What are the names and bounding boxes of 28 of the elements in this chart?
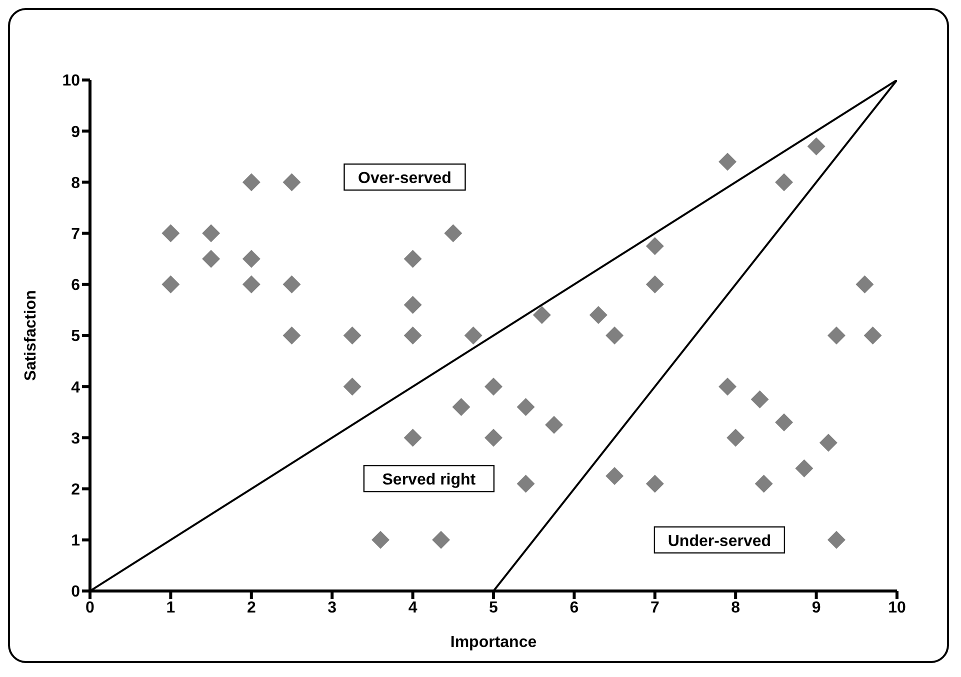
x-tick-label: 2 — [246, 599, 256, 616]
x-axis-title: Importance — [450, 634, 537, 651]
y-tick-label: 2 — [71, 481, 80, 498]
annotation: Over-served — [358, 170, 452, 188]
x-tick-label: 6 — [570, 599, 579, 616]
y-tick-label: 9 — [71, 124, 80, 141]
x-tick-label: 0 — [86, 599, 95, 616]
x-tick-label: 3 — [328, 599, 337, 616]
x-tick-label: 1 — [166, 599, 176, 616]
x-tick-label: 8 — [731, 599, 740, 616]
y-tick-label: 8 — [71, 174, 80, 192]
x-tick-label: 7 — [650, 599, 660, 616]
y-tick-label: 7 — [71, 226, 80, 243]
x-tick-label: 10 — [888, 599, 906, 616]
y-tick-label: 10 — [62, 72, 80, 90]
x-tick-label: 5 — [489, 599, 498, 616]
y-tick-label: 0 — [71, 584, 80, 601]
y-axis-title: Satisfaction — [22, 290, 40, 381]
y-tick-label: 3 — [71, 430, 80, 448]
y-tick-label: 6 — [71, 277, 80, 294]
annotation: Under-served — [668, 532, 772, 550]
x-tick-label: 4 — [408, 599, 418, 616]
annotation: Served right — [382, 472, 476, 489]
y-tick-label: 1 — [71, 532, 80, 550]
rounded-frame: Over-served Served right Under-served 0 1 2 3 4 5 6 7 8 9 10 Importance 0 1 2 3 4 5 6 7 8 9 10 Satisfaction — [8, 8, 949, 663]
x-tick-label: 9 — [812, 599, 821, 616]
y-tick-label: 5 — [71, 328, 80, 346]
y-tick-label: 4 — [71, 379, 80, 396]
